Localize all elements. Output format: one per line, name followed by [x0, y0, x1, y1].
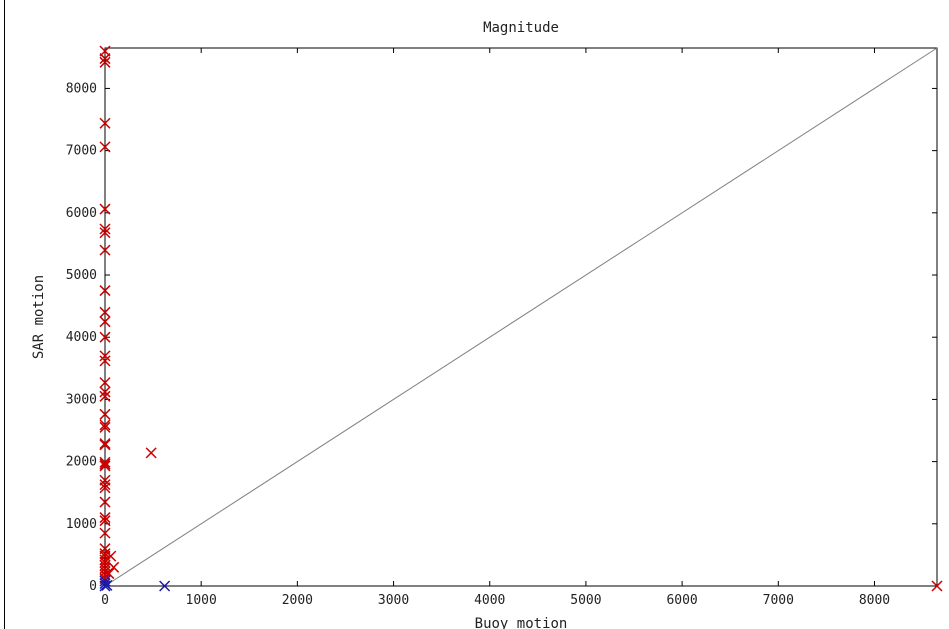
data-point: [99, 350, 111, 362]
data-point: [931, 580, 943, 592]
y-tick-label: 3000: [66, 392, 97, 407]
y-tick-label: 1000: [66, 517, 97, 532]
y-tick-label: 4000: [66, 330, 97, 345]
data-point: [99, 141, 111, 153]
data-point: [99, 496, 111, 508]
chart-title: Magnitude: [483, 20, 559, 36]
data-point: [105, 550, 117, 562]
data-point: [99, 460, 111, 472]
y-tick-label: 2000: [66, 455, 97, 470]
data-points: [99, 45, 943, 592]
data-point: [99, 386, 111, 398]
y-tick-label: 8000: [66, 81, 97, 96]
left-border: [4, 0, 5, 629]
y-axis-ticks: 0 1000 2000 3000 4000 5000 6000 7000 8000: [66, 81, 937, 594]
data-point: [99, 227, 111, 239]
x-axis-ticks: 0 1000 2000 3000 4000 5000 6000 7000 8000: [101, 48, 890, 608]
data-point: [99, 316, 111, 328]
data-point: [99, 203, 111, 215]
data-point: [99, 390, 111, 402]
data-point: [99, 306, 111, 318]
data-point: [99, 527, 111, 539]
y-axis-label: SAR motion: [31, 275, 47, 359]
data-point: [145, 447, 157, 459]
plot-frame: [104, 47, 938, 587]
data-point: [99, 355, 111, 367]
data-point: [99, 377, 111, 389]
data-point: [99, 117, 111, 129]
data-point: [103, 568, 115, 580]
data-point: [99, 53, 111, 65]
y-tick-label: 6000: [66, 206, 97, 221]
data-point: [99, 419, 111, 431]
y-tick-label: 0: [89, 579, 97, 594]
x-tick-label: 8000: [859, 593, 890, 608]
reference-line-layer: [104, 47, 938, 587]
x-tick-label: 3000: [378, 593, 409, 608]
data-point: [99, 223, 111, 235]
reference-diagonal-line: [104, 47, 938, 587]
x-tick-label: 2000: [282, 593, 313, 608]
y-tick-label: 5000: [66, 268, 97, 283]
data-point: [101, 579, 113, 591]
data-point: [99, 439, 111, 451]
x-tick-label: 5000: [570, 593, 601, 608]
x-tick-label: 4000: [474, 593, 505, 608]
data-point: [99, 285, 111, 297]
x-tick-label: 1000: [186, 593, 217, 608]
data-point: [99, 408, 111, 420]
data-point: [99, 512, 111, 524]
data-point: [99, 331, 111, 343]
data-point: [99, 456, 111, 468]
x-tick-label: 6000: [666, 593, 697, 608]
x-tick-label: 7000: [763, 593, 794, 608]
data-point: [99, 56, 111, 68]
data-point: [108, 561, 120, 573]
x-tick-label: 0: [101, 593, 109, 608]
data-point: [99, 421, 111, 433]
data-point: [99, 482, 111, 494]
data-point: [99, 554, 111, 566]
data-point: [99, 438, 111, 450]
data-point: [99, 244, 111, 256]
y-tick-label: 7000: [66, 144, 97, 159]
data-point: [99, 515, 111, 527]
data-point: [159, 580, 171, 592]
data-point: [99, 458, 111, 470]
data-point: [99, 479, 111, 491]
x-axis-label: Buoy motion: [475, 616, 568, 629]
data-point: [99, 580, 111, 592]
